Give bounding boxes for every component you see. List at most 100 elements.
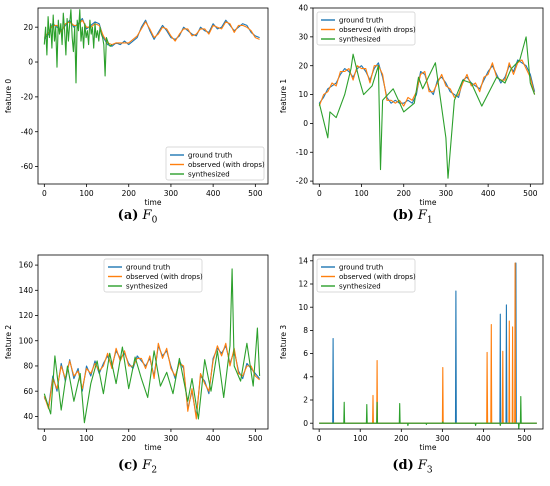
caption-c-symbol: F xyxy=(142,458,152,473)
legend-label: observed (with drops) xyxy=(339,26,416,34)
caption-b-letter: (b) xyxy=(392,208,414,223)
x-tick-label: 400 xyxy=(481,189,496,198)
x-tick-label: 500 xyxy=(517,434,532,443)
x-tick-label: 100 xyxy=(354,189,369,198)
y-tick-label: 20 xyxy=(23,23,33,32)
y-tick-label: 40 xyxy=(23,412,33,421)
x-tick-label: 100 xyxy=(79,189,94,198)
y-tick-label: 160 xyxy=(19,261,34,270)
caption-c-letter: (c) xyxy=(117,458,139,473)
caption-a-symbol: F xyxy=(142,208,152,223)
y-axis-label: feature 0 xyxy=(4,79,13,113)
x-tick-label: 100 xyxy=(79,434,94,443)
chart-feature-2: 0 100 200 300 400 500 40 60 80 100 120 140 160 time fe… xyxy=(4,254,269,452)
x-tick-label: 400 xyxy=(206,434,221,443)
series-line-synthesized xyxy=(43,268,261,424)
x-tick-label: 0 xyxy=(317,434,322,443)
caption-d-sub: 3 xyxy=(426,465,433,476)
legend-label: synthesized xyxy=(126,283,168,291)
caption-a-letter: (a) xyxy=(117,208,139,223)
y-tick-label: 0 xyxy=(28,58,33,67)
x-tick-label: 100 xyxy=(353,434,368,443)
y-tick-label: 12 xyxy=(298,280,308,289)
y-tick-label: 100 xyxy=(19,336,34,345)
series-line-observed-with-drops- xyxy=(319,262,537,424)
y-tick-label: 10 xyxy=(298,303,308,312)
caption-a-sub: 0 xyxy=(151,215,158,226)
y-tick-label: 0 xyxy=(303,419,308,428)
y-tick-label: 8 xyxy=(303,326,308,335)
y-tick-label: -10 xyxy=(296,148,308,157)
y-tick-label: 10 xyxy=(298,90,308,99)
caption-c: (c) F2 xyxy=(0,458,275,476)
y-tick-label: 120 xyxy=(19,311,34,320)
caption-a: (a) F0 xyxy=(0,208,275,226)
caption-b-symbol: F xyxy=(417,208,427,223)
y-tick-label: 60 xyxy=(23,387,33,396)
x-tick-label: 0 xyxy=(42,189,47,198)
x-tick-label: 500 xyxy=(523,189,538,198)
y-tick-label: 80 xyxy=(23,362,33,371)
x-tick-label: 200 xyxy=(397,189,412,198)
legend-label: synthesized xyxy=(188,171,230,179)
caption-d-symbol: F xyxy=(417,458,427,473)
x-tick-label: 400 xyxy=(476,434,491,443)
x-tick-label: 200 xyxy=(394,434,409,443)
y-axis-label: feature 1 xyxy=(279,79,288,113)
x-tick-label: 300 xyxy=(439,189,454,198)
x-axis-label: time xyxy=(420,443,437,452)
y-tick-label: 6 xyxy=(303,349,308,358)
x-axis-label: time xyxy=(145,198,162,205)
x-tick-label: 300 xyxy=(164,434,179,443)
series-group xyxy=(43,9,260,84)
series-group xyxy=(319,262,537,429)
x-tick-label: 300 xyxy=(435,434,450,443)
x-tick-label: 500 xyxy=(248,189,263,198)
y-tick-label: 40 xyxy=(298,4,308,13)
legend-label: ground truth xyxy=(339,17,383,25)
y-axis-label: feature 3 xyxy=(279,325,288,359)
chart-feature-1: 0 100 200 300 400 500 -20 -10 0 10 20 30 40 time featu… xyxy=(279,4,544,205)
legend-box xyxy=(316,258,416,293)
legend-label: observed (with drops) xyxy=(126,273,203,281)
caption-d-letter: (d) xyxy=(392,458,414,473)
x-tick-label: 200 xyxy=(122,189,137,198)
legend-label: observed (with drops) xyxy=(339,273,416,281)
x-tick-label: 400 xyxy=(206,189,221,198)
caption-d: (d) F3 xyxy=(275,458,550,476)
chart-feature-3: 0 100 200 300 400 500 0 2 4 6 8 10 12 14 time feature 3… xyxy=(279,254,544,452)
x-axis-label: time xyxy=(420,198,437,205)
series-line-synthesized xyxy=(43,9,113,84)
y-tick-label: 30 xyxy=(298,32,308,41)
series-group xyxy=(318,36,536,179)
series-line-observed-with-drops- xyxy=(43,342,260,420)
legend-label: ground truth xyxy=(126,264,170,272)
legend-label: ground truth xyxy=(188,152,232,160)
y-tick-label: -20 xyxy=(296,177,308,186)
legend-box xyxy=(165,146,265,181)
y-tick-label: 20 xyxy=(298,61,308,70)
legend-label: synthesized xyxy=(339,283,381,291)
y-tick-label: -20 xyxy=(21,92,33,101)
series-line-synthesized xyxy=(319,395,537,429)
x-axis-label: time xyxy=(145,443,162,452)
y-tick-label: -40 xyxy=(21,127,33,136)
axes-frame xyxy=(312,7,544,185)
caption-b: (b) F1 xyxy=(275,208,550,226)
y-axis-label: feature 2 xyxy=(4,325,13,359)
y-tick-label: 140 xyxy=(19,286,34,295)
legend-label: synthesized xyxy=(339,36,381,44)
series-line-synthesized xyxy=(318,36,536,179)
x-tick-label: 0 xyxy=(317,189,322,198)
legend-box xyxy=(103,258,203,293)
x-tick-label: 200 xyxy=(122,434,137,443)
caption-b-sub: 1 xyxy=(426,215,433,226)
caption-c-sub: 2 xyxy=(151,465,158,476)
x-tick-label: 0 xyxy=(42,434,47,443)
y-tick-label: -60 xyxy=(21,162,33,171)
